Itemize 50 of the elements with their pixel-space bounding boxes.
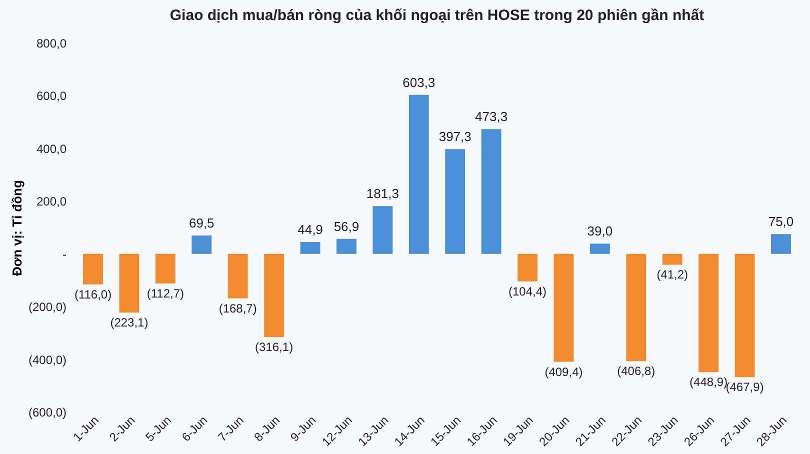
y-tick-label: 800,0: [36, 36, 67, 50]
bar: [554, 254, 574, 362]
y-tick-label: -: [62, 247, 66, 262]
bar: [192, 236, 212, 254]
bar: [372, 206, 393, 254]
data-label: 39,0: [587, 224, 613, 239]
bar: [445, 149, 466, 254]
data-label: 397,3: [438, 129, 472, 144]
data-label: (116,0): [74, 287, 112, 302]
y-tick-label: (400,0): [28, 352, 66, 367]
bar: [300, 242, 320, 254]
y-tick-label: 200,0: [36, 194, 67, 209]
data-label: (168,7): [218, 301, 257, 316]
y-tick-label: 400,0: [36, 142, 67, 156]
bar: [662, 254, 682, 265]
bar: [771, 234, 791, 254]
data-label: 75,0: [768, 214, 794, 230]
bar: [481, 129, 502, 254]
data-label: (41,2): [656, 268, 688, 282]
data-label: (223,1): [110, 316, 148, 330]
bar: [264, 254, 284, 338]
data-label: 56,9: [334, 218, 360, 234]
bar: [626, 254, 646, 362]
bar: [734, 254, 755, 378]
data-label: 69,5: [188, 216, 214, 231]
data-label: (316,1): [255, 340, 294, 354]
y-tick-label: (200,0): [28, 300, 66, 314]
bar: [336, 238, 356, 254]
data-label: (409,4): [544, 364, 583, 379]
bar: [518, 254, 538, 282]
y-tick-label: 600,0: [36, 89, 67, 104]
bar: [155, 254, 176, 284]
data-label: 603,3: [402, 74, 436, 90]
y-axis-title: Đơn vị: Tỉ đồng: [9, 180, 24, 276]
data-label: (406,8): [617, 364, 656, 378]
bar: [83, 254, 103, 284]
data-label: (467,9): [726, 380, 764, 394]
data-label: (448,9): [690, 375, 728, 390]
chart-title: Giao dịch mua/bán ròng của khối ngoại trên HOSE trong 20 phiên gần nhất: [170, 7, 704, 24]
y-tick-label: (600,0): [28, 406, 66, 420]
bar: [698, 254, 719, 372]
data-label: 181,3: [366, 186, 399, 202]
data-label: (112,7): [146, 286, 184, 301]
data-label: 473,3: [475, 109, 508, 124]
bar: [119, 254, 140, 313]
data-label: 44,9: [298, 222, 323, 238]
bar: [228, 254, 248, 298]
data-label: (104,4): [508, 284, 547, 298]
bar: [590, 244, 610, 254]
bar: [408, 94, 429, 254]
